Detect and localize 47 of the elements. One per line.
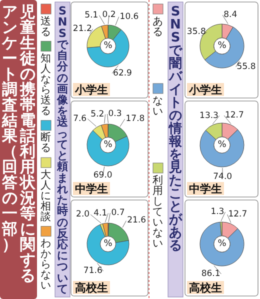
data-label: 1.3 (210, 207, 224, 218)
data-label: 0.3 (108, 109, 122, 119)
text: 高校生 (189, 282, 222, 294)
text: % (104, 41, 113, 51)
text: 高校生 (75, 282, 108, 294)
text: 児童生徒の携帯電話利用状況等に関する (20, 2, 36, 284)
text: % (104, 140, 113, 150)
legend-label: 利用していない (152, 173, 164, 250)
data-label: 71.6 (83, 266, 102, 276)
text: % (218, 239, 227, 249)
legend-label: 送る (40, 15, 52, 38)
data-label: 12.7 (224, 110, 244, 121)
data-label: 7.6 (73, 114, 87, 124)
text: 小学生 (188, 84, 222, 96)
data-label: 0.2 (102, 10, 116, 20)
text: 中学生 (75, 182, 108, 196)
data-label: 0.7 (111, 208, 125, 218)
data-label: 21.2 (72, 24, 92, 34)
legend-label: 大人に相談 (40, 168, 52, 223)
text: % (218, 140, 227, 150)
legend-label: ある (152, 15, 164, 38)
data-label: 62.9 (113, 68, 132, 78)
data-label: 10.6 (120, 12, 139, 22)
data-label: 74.0 (213, 172, 232, 182)
legend-label: 知人なら送る (40, 52, 52, 117)
legend-label: ない (152, 94, 164, 118)
data-label: 69.0 (93, 170, 112, 181)
data-label: 17.8 (126, 114, 145, 124)
text: 小学生 (74, 84, 108, 96)
text: アンケート調査結果（回答の一部） (2, 2, 18, 254)
data-label: 35.8 (186, 27, 206, 38)
text: % (218, 41, 227, 51)
data-label: 5.1 (84, 10, 98, 20)
data-label: 8.4 (224, 10, 238, 20)
data-label: 5.2 (90, 109, 104, 120)
data-label: 2.0 (76, 210, 90, 220)
data-label: 86.1 (201, 268, 220, 279)
legend-label: わからない (40, 238, 52, 292)
text: SNSで闇バイトの情報を見たことがある (169, 4, 182, 253)
data-label: 55.8 (236, 62, 256, 72)
text: % (104, 239, 113, 249)
text: 中学生 (189, 182, 222, 196)
data-label: 12.7 (228, 210, 248, 220)
data-label: 21.6 (127, 216, 146, 226)
data-label: 13.3 (200, 110, 218, 121)
legend-label: 断る (40, 130, 52, 154)
data-label: 4.1 (94, 208, 108, 218)
